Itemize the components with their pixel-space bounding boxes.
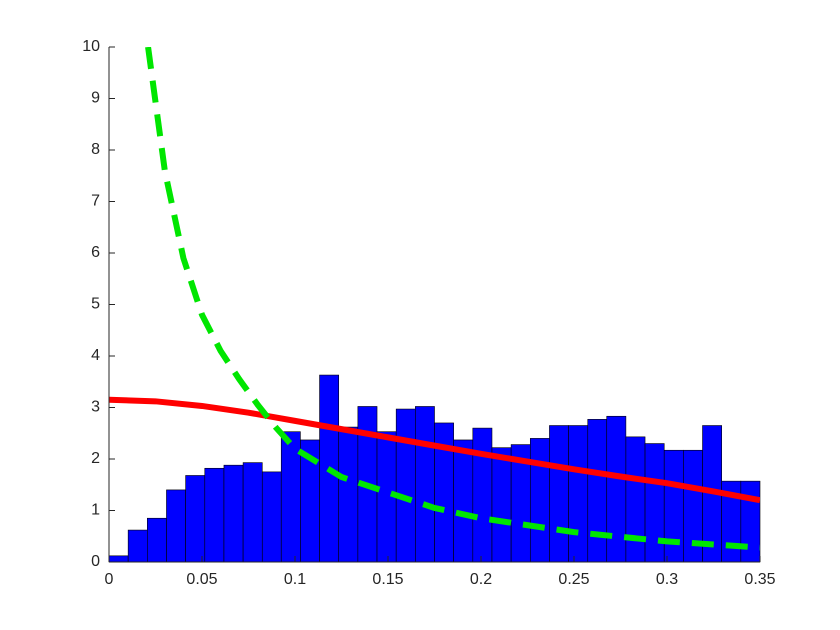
- bar: [453, 439, 474, 563]
- x-tick-label: 0.35: [744, 571, 775, 588]
- bar: [223, 464, 244, 563]
- bar: [147, 517, 167, 563]
- bar: [127, 529, 148, 563]
- x-tick-label: 0.3: [656, 571, 678, 588]
- y-tick-label: 0: [91, 553, 100, 570]
- bar: [395, 408, 416, 563]
- bar: [740, 480, 761, 563]
- bar: [549, 425, 569, 563]
- y-tick-label: 2: [91, 450, 100, 467]
- x-tick-label: 0.1: [284, 571, 306, 588]
- line: [145, 47, 760, 551]
- bar: [663, 449, 684, 563]
- y-tick-label: 6: [91, 244, 100, 261]
- y-tick-label: 7: [91, 193, 100, 210]
- bar: [166, 489, 186, 563]
- x-tick-label: 0.25: [558, 571, 589, 588]
- bar: [644, 443, 665, 563]
- bar: [185, 475, 206, 563]
- bar: [242, 462, 263, 563]
- bar: [491, 447, 512, 563]
- y-tick-label: 9: [91, 90, 100, 107]
- bar: [415, 406, 435, 563]
- bar: [606, 415, 627, 563]
- bar: [261, 471, 282, 563]
- x-tick-label: 0: [105, 571, 114, 588]
- y-tick-label: 1: [91, 502, 100, 519]
- line: [109, 396, 760, 504]
- bar: [204, 467, 225, 563]
- bar: [108, 555, 129, 563]
- y-tick-label: 4: [91, 347, 100, 364]
- x-tick-label: 0.15: [372, 571, 403, 588]
- bar: [529, 438, 550, 563]
- bar: [280, 431, 301, 563]
- y-tick-label: 5: [91, 296, 100, 313]
- bar: [338, 426, 359, 563]
- bar: [472, 427, 493, 563]
- y-tick-label: 8: [91, 141, 100, 158]
- y-tick-label: 3: [91, 399, 100, 416]
- y-tick-label: 10: [82, 38, 100, 55]
- bar: [625, 436, 646, 563]
- bar: [568, 425, 589, 563]
- bar: [587, 419, 608, 563]
- x-tick-label: 0.05: [186, 571, 217, 588]
- x-tick-label: 0.2: [470, 571, 492, 588]
